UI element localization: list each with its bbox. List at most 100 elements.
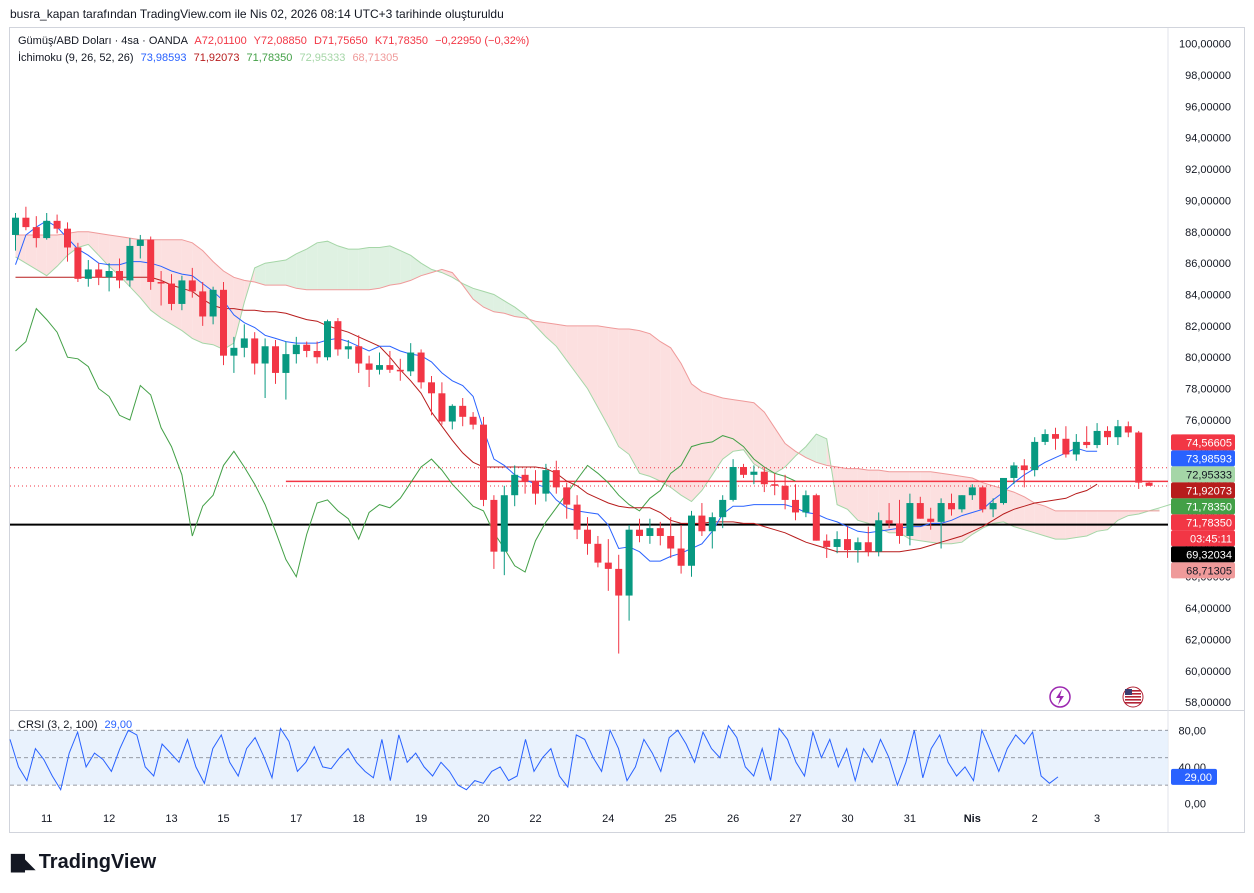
candle-body <box>459 405 467 417</box>
time-tick-label: 18 <box>353 813 365 825</box>
candle-body <box>698 515 706 532</box>
candle-body <box>927 518 935 522</box>
cloud-segment <box>88 231 99 256</box>
candle-body <box>376 365 383 370</box>
cloud-segment <box>306 242 318 290</box>
candle-body <box>365 363 373 370</box>
candle-body <box>989 503 997 510</box>
time-tick-label: 30 <box>841 813 853 825</box>
candles <box>12 206 1153 654</box>
price-tag: 69,32034 <box>1171 546 1235 563</box>
candle-body <box>864 542 872 552</box>
cloud-segment <box>296 249 307 290</box>
cloud-segment <box>202 250 214 345</box>
price-tag-box <box>1171 514 1235 531</box>
candle-body <box>729 466 737 500</box>
cloud-segment <box>389 245 401 286</box>
cloud-segment <box>1117 510 1129 521</box>
tradingview-mark-icon: ▇◣ <box>11 852 36 872</box>
price-tag-label: 69,32034 <box>1186 549 1232 561</box>
cloud-segment <box>597 325 609 427</box>
cloud-segment <box>25 234 37 270</box>
cloud-segment <box>348 249 359 290</box>
symbol-name: Gümüş/ABD Doları · 4sa · OANDA <box>18 35 188 47</box>
price-tag: 03:45:11 <box>1171 530 1235 547</box>
price-tag: 71,78350 <box>1171 514 1235 531</box>
cloud-segment <box>930 471 942 544</box>
cloud-segment <box>98 233 110 267</box>
cloud-segment <box>46 234 58 276</box>
candle-body <box>199 291 207 317</box>
price-tag: 71,78350 <box>1171 498 1235 515</box>
candle-body <box>438 393 446 422</box>
cloud-segment <box>109 234 120 276</box>
price-tick-label: 80,00000 <box>1185 352 1231 364</box>
price-tick-label: 76,00000 <box>1185 415 1231 427</box>
tradingview-wordmark: TradingView <box>38 851 157 873</box>
cloud-segment <box>1107 510 1118 530</box>
candle-body <box>136 239 144 246</box>
lightning-icon-bolt <box>1056 689 1064 705</box>
cloud-segment <box>774 427 786 474</box>
price-tag-box <box>1171 482 1235 499</box>
cloud-segment <box>577 325 588 389</box>
cloud-segment <box>254 263 266 286</box>
flag-stripe <box>1125 693 1141 695</box>
price-tick-label: 88,00000 <box>1185 227 1231 239</box>
candle-body <box>292 344 300 355</box>
candle-body <box>823 540 831 547</box>
candle-body <box>677 548 685 566</box>
cloud-segment <box>369 247 380 290</box>
cloud-segment <box>618 329 630 455</box>
candle-body <box>740 466 747 475</box>
price-tag-label: 03:45:11 <box>1190 533 1232 545</box>
candle-body <box>53 220 61 229</box>
candle-body <box>116 271 123 281</box>
price-tag: 68,71305 <box>1171 562 1235 579</box>
cloud-segment <box>473 288 484 308</box>
price-tick-label: 78,00000 <box>1185 384 1231 396</box>
price-tag-label: 72,95333 <box>1186 469 1232 481</box>
span-a-value: 72,95333 <box>299 52 346 64</box>
cloud-segment <box>545 322 557 347</box>
leading-span-b-line <box>15 231 1160 512</box>
leading-span-a-line <box>15 240 1181 545</box>
cloud-segment <box>285 253 297 289</box>
cloud-segment <box>951 474 962 544</box>
candle-body <box>667 535 675 549</box>
candle-body <box>636 529 643 536</box>
cloud-segment <box>670 347 682 496</box>
cloud-segment <box>192 242 203 344</box>
chikou-value: 71,78350 <box>246 52 293 64</box>
candle-body <box>396 369 404 372</box>
candle-body <box>261 346 269 364</box>
candle-body <box>781 485 789 500</box>
cloud-segment <box>421 263 432 276</box>
candle-body <box>875 520 883 552</box>
high-value: Y72,08850 <box>253 35 307 47</box>
candle-body <box>188 280 196 292</box>
cloud-segment <box>608 327 619 447</box>
candle-body <box>147 239 155 282</box>
price-tick-label: 92,00000 <box>1185 164 1231 176</box>
cloud-segment <box>317 241 328 290</box>
cloud-segment <box>701 391 713 491</box>
price-tag-box <box>1171 546 1235 563</box>
candle-body <box>22 217 30 228</box>
candle-body <box>802 495 810 513</box>
candle-body <box>490 499 498 552</box>
cloud-segment <box>265 261 276 286</box>
candle-body <box>511 474 519 496</box>
cloud-segment <box>941 473 952 544</box>
time-tick-label: 2 <box>1032 813 1038 825</box>
price-tick-label: 60,00000 <box>1185 666 1231 678</box>
price-tag: 71,92073 <box>1171 482 1235 499</box>
candle-body <box>896 523 903 536</box>
candle-body <box>334 321 342 350</box>
candle-body <box>168 283 175 304</box>
price-tag: 73,98593 <box>1171 450 1235 467</box>
candle-body <box>760 471 768 485</box>
cloud-segment <box>1013 492 1025 530</box>
price-tag-label: 71,78350 <box>1186 517 1232 529</box>
